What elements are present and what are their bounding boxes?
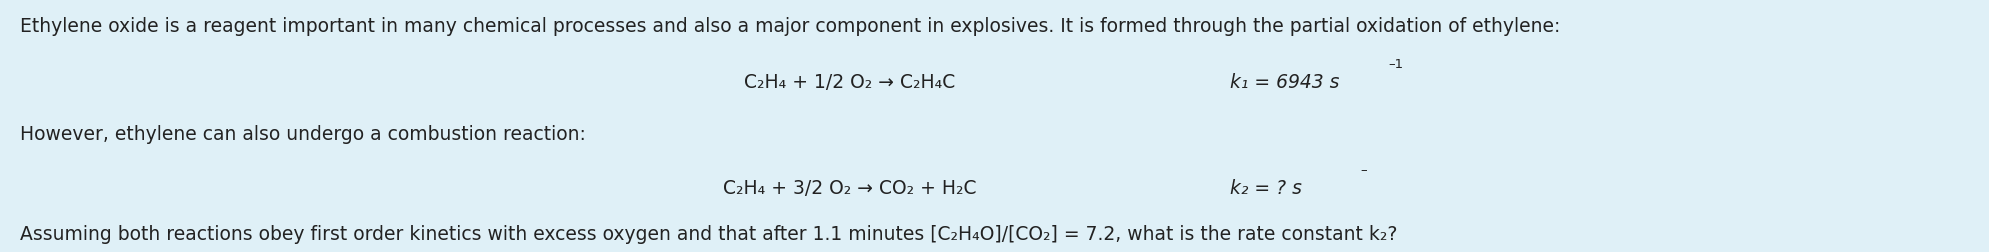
Text: –1: –1	[1386, 57, 1402, 71]
Text: C₂H₄ + 3/2 O₂ → CO₂ + H₂C: C₂H₄ + 3/2 O₂ → CO₂ + H₂C	[722, 179, 977, 199]
Text: k₁ = 6943 s: k₁ = 6943 s	[1229, 73, 1339, 91]
Text: C₂H₄ + 1/2 O₂ → C₂H₄C: C₂H₄ + 1/2 O₂ → C₂H₄C	[744, 73, 955, 91]
Text: k₂ = ? s: k₂ = ? s	[1229, 179, 1301, 199]
Text: However, ethylene can also undergo a combustion reaction:: However, ethylene can also undergo a com…	[20, 124, 585, 143]
Text: Ethylene oxide is a reagent important in many chemical processes and also a majo: Ethylene oxide is a reagent important in…	[20, 17, 1559, 37]
Text: Assuming both reactions obey first order kinetics with excess oxygen and that af: Assuming both reactions obey first order…	[20, 226, 1396, 244]
Text: –: –	[1358, 165, 1366, 177]
